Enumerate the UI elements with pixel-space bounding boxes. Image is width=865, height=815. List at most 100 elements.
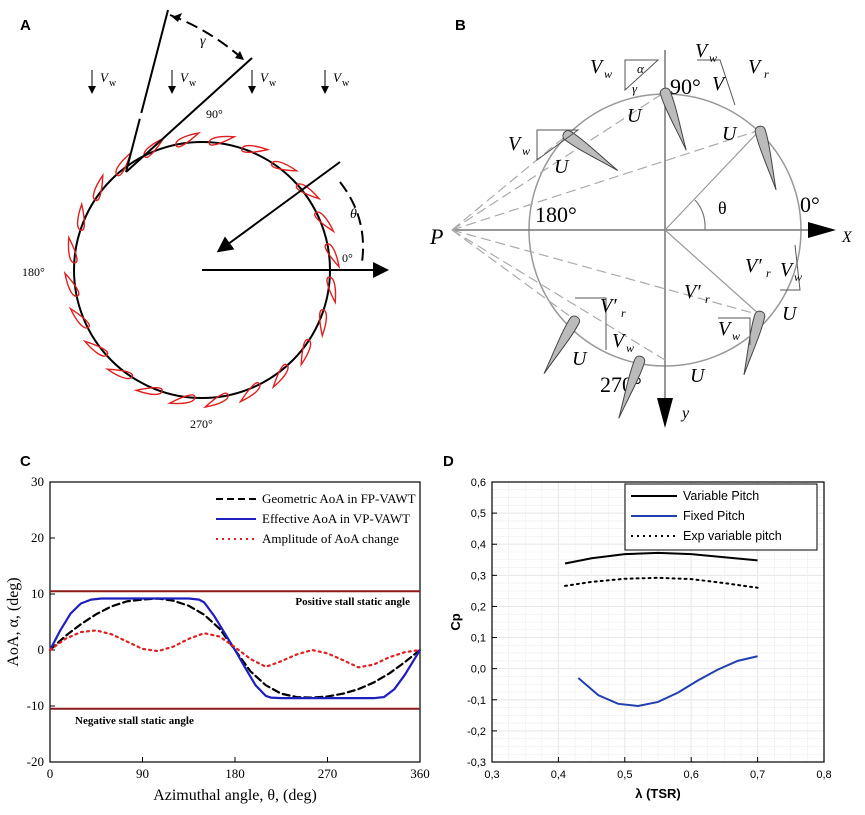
p-rays	[451, 91, 761, 361]
airfoil-group	[63, 131, 341, 409]
angle-90-label: 90°	[206, 107, 223, 121]
stall-line-label: Positive stall static angle	[295, 596, 410, 608]
airfoil-shape	[104, 368, 134, 380]
wind-sub: w	[269, 78, 277, 89]
y-tick-label: 0,0	[471, 664, 486, 676]
alpha-label: α	[637, 61, 645, 76]
legend-label: Fixed Pitch	[683, 509, 745, 523]
airfoil-shape	[238, 381, 261, 404]
x-tick-label: 0,4	[551, 769, 566, 781]
y-tick-label: 0,5	[471, 508, 486, 520]
blade-shape	[618, 355, 646, 419]
angle-90-label: 90°	[670, 74, 701, 99]
y-tick-label: 10	[31, 586, 44, 601]
vw-label: V	[718, 318, 733, 340]
vw-label: V	[508, 133, 523, 155]
airfoil-shape	[67, 235, 78, 264]
u-label: U	[554, 156, 570, 178]
radius-line	[664, 229, 761, 316]
vw-sub: w	[732, 329, 740, 343]
vw-label: V	[780, 259, 795, 281]
theta-arc	[694, 199, 706, 231]
y-tick-label: 0	[38, 642, 45, 657]
airfoil-shape	[63, 270, 80, 297]
gamma-arrowhead	[235, 51, 244, 60]
blade-shape	[562, 130, 619, 171]
y-tick-label: -20	[27, 754, 44, 769]
airfoil-shape	[92, 172, 104, 202]
x-tick-label: 180	[225, 766, 245, 781]
vw-sub: w	[604, 67, 612, 81]
angle-0-label: 0°	[800, 192, 820, 217]
airfoil-shape	[76, 201, 86, 231]
y-tick-label: -0,3	[467, 757, 486, 769]
vr-label: V	[712, 73, 727, 95]
x-tick-label: 0	[47, 766, 54, 781]
vr-sub: r	[766, 266, 771, 280]
tangent-line	[125, 57, 253, 173]
plot-frame	[491, 481, 825, 763]
airfoil-shape	[295, 183, 322, 201]
series-line	[48, 629, 422, 669]
y-tick-label: 0,6	[471, 477, 486, 489]
series-line	[564, 551, 758, 565]
chart-d: 0,3 0,4 0,5 0,6 0,7 0,8 -0,3 -0,2 -0,1 0,0 0,1 0,2 0…	[448, 477, 832, 801]
y-tick-label: 30	[31, 474, 44, 489]
airfoil-shape	[318, 309, 328, 339]
vr-sub: r	[621, 306, 626, 320]
airfoil-shape	[208, 135, 237, 146]
airfoil-shape	[300, 338, 312, 368]
series-line	[49, 597, 421, 700]
p-label: P	[429, 224, 443, 249]
panel-b-letter: B	[455, 17, 466, 34]
gamma-arc	[169, 14, 245, 61]
airfoil-shape	[167, 394, 196, 405]
theta-arc	[339, 181, 365, 263]
y-label: y	[680, 405, 690, 422]
blade-shape	[659, 87, 687, 151]
u-label: U	[782, 303, 798, 325]
panel-c: C Positive stall static angle Negative st…	[5, 453, 430, 804]
y-tick-label: 0,1	[471, 633, 486, 645]
airfoil-shape	[202, 392, 229, 409]
stall-line-label: Negative stall static angle	[75, 715, 194, 727]
blade-shape	[543, 315, 581, 374]
airfoil-shape	[175, 131, 202, 148]
wind-arrows: V w V w V w V w	[88, 70, 350, 94]
wind-sub: w	[342, 78, 350, 89]
x-axis-label: Azimuthal angle, θ, (deg)	[153, 787, 317, 804]
angle-270-label: 270°	[190, 417, 213, 431]
legend-label: Variable Pitch	[683, 489, 759, 503]
x-tick-label: 0,8	[816, 769, 831, 781]
legend-label: Amplitude of AoA change	[262, 531, 399, 546]
panel-b: B X y θ P 180° 0° 90° 270°	[429, 17, 853, 428]
gamma-label: γ	[200, 34, 206, 49]
x-axis-label: λ (TSR)	[635, 786, 681, 801]
wind-label: V	[180, 70, 190, 85]
y-tick-label: -10	[27, 698, 44, 713]
u-label: U	[690, 365, 706, 387]
airfoil-shape	[271, 363, 289, 390]
theta-label: θ	[718, 198, 727, 218]
y-axis-label: AoA, α, (deg)	[5, 577, 22, 666]
u-label: U	[722, 123, 738, 145]
wind-label: V	[260, 70, 270, 85]
vr-prime-label: V′	[600, 295, 617, 317]
vw-label: V	[590, 56, 605, 78]
series-line	[577, 655, 758, 708]
chord-line	[125, 9, 169, 173]
airfoil-shape	[133, 386, 163, 396]
x-tick-label: 90	[136, 766, 149, 781]
airfoil-shape	[68, 306, 91, 329]
velocity-vectors	[536, 59, 801, 350]
airfoil-shape	[324, 243, 341, 270]
u-label: U	[572, 348, 588, 370]
y-arrowhead	[657, 398, 673, 428]
legend-label: Geometric AoA in FP-VAWT	[262, 491, 416, 506]
panel-d: D 0,3 0,4 0,5 0,6 0,7 0,8-0,3-0,2-0,10,00,10,…	[443, 453, 832, 801]
blade-shape	[754, 125, 777, 191]
legend-label: Effective AoA in VP-VAWT	[262, 511, 410, 526]
gamma-label: γ	[632, 81, 638, 96]
angle-180-label: 180°	[535, 202, 577, 227]
